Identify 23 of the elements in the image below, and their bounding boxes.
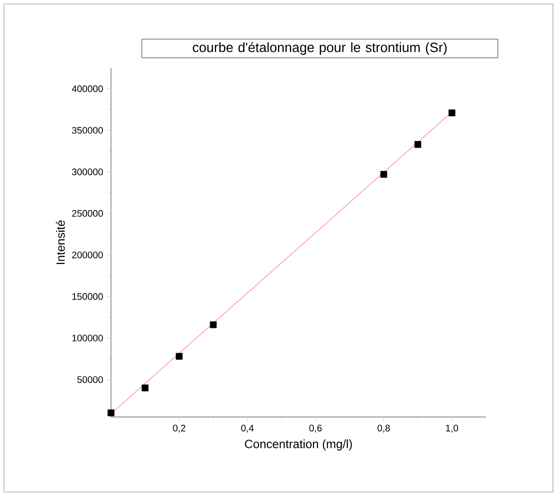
- y-tick-label: 200000: [72, 252, 103, 258]
- chart-title: courbe d'étalonnage pour le strontium (Sr): [192, 42, 447, 55]
- y-tick-label: 350000: [72, 126, 103, 134]
- y-tick-label: 50000: [77, 376, 103, 383]
- point: [176, 352, 183, 360]
- x-tick-label: 0,6: [309, 424, 322, 433]
- x-tick-label: 0,8: [378, 424, 390, 433]
- y-tick-label: 250000: [72, 210, 103, 217]
- y-axis-title: Intensité: [56, 220, 65, 264]
- point: [210, 321, 217, 328]
- point: [380, 170, 388, 178]
- y-tick-label: 150000: [72, 293, 103, 300]
- x-axis-title: Concentration (mg/l): [244, 439, 352, 451]
- point: [414, 141, 422, 148]
- x-tick-label: 1,0: [446, 424, 458, 433]
- point: [108, 409, 114, 416]
- point: [448, 109, 456, 116]
- point: [142, 384, 148, 392]
- y-tick-label: 100000: [72, 334, 103, 342]
- x-tick-label: 0,2: [172, 424, 186, 433]
- y-tick-label: 400000: [72, 85, 103, 92]
- x-tick-label: 0,4: [241, 424, 254, 433]
- y-tick-label: 300000: [72, 168, 103, 176]
